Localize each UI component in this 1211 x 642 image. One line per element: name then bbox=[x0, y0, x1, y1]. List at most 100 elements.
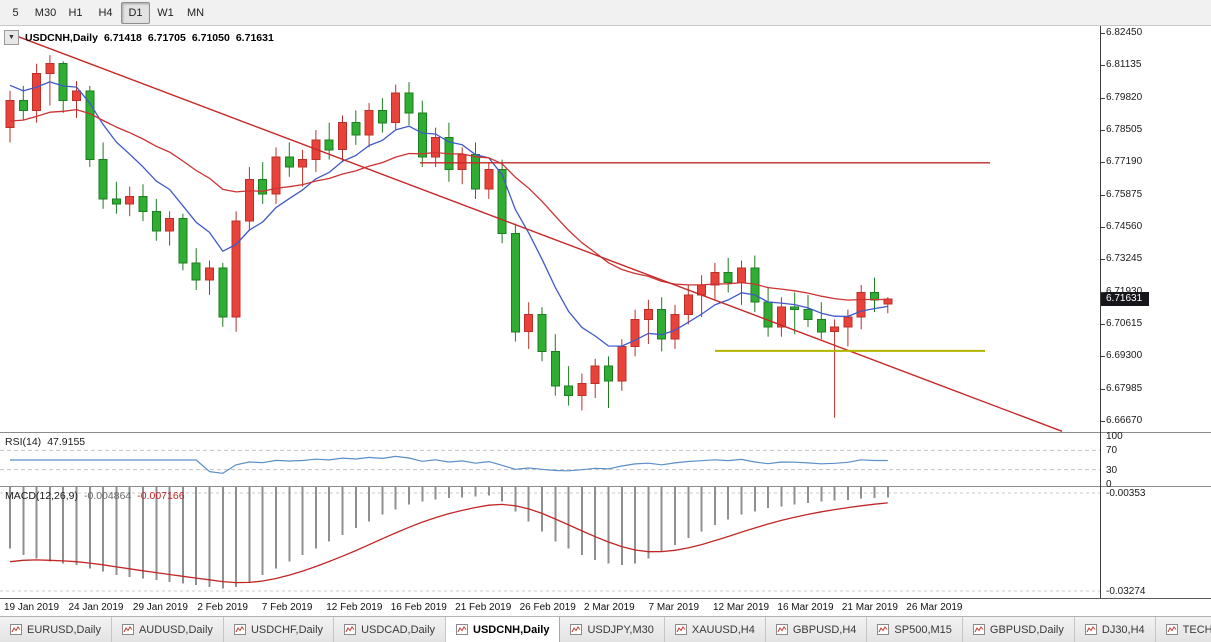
macd-label: MACD(12,26,9) -0.004864 -0.007166 bbox=[5, 490, 185, 502]
price-axis-tick bbox=[1101, 33, 1105, 34]
rsi-label: RSI(14) 47.9155 bbox=[5, 436, 85, 448]
chart-tab-icon bbox=[674, 624, 687, 635]
chart-tab-icon bbox=[456, 624, 469, 635]
chart-tab-sp500[interactable]: SP500,M15 bbox=[867, 617, 963, 642]
chart-tab-usdchf[interactable]: USDCHF,Daily bbox=[223, 617, 335, 642]
date-axis-label: 2 Feb 2019 bbox=[197, 602, 248, 613]
chart-tab-xauusd[interactable]: XAUUSD,H4 bbox=[664, 617, 766, 642]
chart-tab-tech100[interactable]: TECH100,H1 bbox=[1155, 617, 1211, 642]
price-axis-tick bbox=[1101, 97, 1105, 99]
price-axis-label: 6.78505 bbox=[1106, 124, 1143, 135]
chart-tab-eurusd[interactable]: EURUSD,Daily bbox=[0, 617, 112, 642]
price-axis-tick bbox=[1101, 324, 1105, 325]
axis-separator bbox=[1101, 432, 1211, 433]
price-axis-label: 6.66670 bbox=[1106, 415, 1143, 426]
main-price-chart[interactable] bbox=[0, 26, 1100, 432]
chart-tab-dj30[interactable]: DJ30,H4 bbox=[1074, 617, 1156, 642]
timeframe-button-d1[interactable]: D1 bbox=[121, 1, 150, 24]
chart-tab-icon bbox=[1084, 624, 1097, 635]
price-axis-label: 6.79820 bbox=[1106, 91, 1143, 103]
chart-tab-audusd[interactable]: AUDUSD,Daily bbox=[111, 617, 224, 642]
timeframe-toolbar: 5 M30 H1 H4 D1 W1 MN bbox=[0, 0, 1211, 26]
macd-main-value: -0.004864 bbox=[83, 490, 132, 502]
price-axis-label: 6.73245 bbox=[1106, 253, 1143, 265]
chart-tab-label: USDCNH,Daily bbox=[473, 623, 550, 636]
price-axis-label: 6.69300 bbox=[1106, 350, 1143, 362]
date-axis-label: 7 Feb 2019 bbox=[261, 602, 313, 613]
chart-tab-icon bbox=[1165, 624, 1178, 635]
chart-tab-icon bbox=[877, 624, 890, 635]
chart-tab-usdjpy[interactable]: USDJPY,M30 bbox=[560, 617, 665, 642]
date-axis-label: 16 Feb 2019 bbox=[390, 602, 447, 613]
chart-tab-icon bbox=[233, 624, 246, 635]
timeframe-button-w1[interactable]: W1 bbox=[157, 6, 174, 19]
chart-collapse-button[interactable]: ▼ bbox=[4, 30, 19, 45]
chart-tab-usdcad[interactable]: USDCAD,Daily bbox=[334, 617, 447, 642]
price-axis-label: 6.67985 bbox=[1106, 382, 1143, 394]
ohlc-open: 6.71418 bbox=[103, 31, 142, 44]
chart-tab-label: USDCAD,Daily bbox=[361, 623, 436, 636]
chart-tab-label: AUDUSD,Daily bbox=[138, 623, 213, 636]
macd-name: MACD(12,26,9) bbox=[5, 490, 78, 502]
timeframe-button-mn[interactable]: MN bbox=[186, 6, 205, 19]
date-axis-label: 7 Mar 2019 bbox=[648, 602, 700, 613]
rsi-level-label: 30 bbox=[1106, 464, 1118, 476]
current-price-badge: 6.71631 bbox=[1101, 292, 1150, 307]
price-axis-tick bbox=[1101, 388, 1105, 390]
chart-tab-label: SP500,M15 bbox=[894, 623, 952, 636]
ohlc-close: 6.71631 bbox=[235, 31, 274, 44]
axis-separator bbox=[1101, 486, 1211, 487]
date-axis-label: 12 Mar 2019 bbox=[712, 602, 770, 613]
price-axis-tick bbox=[1101, 291, 1105, 293]
date-axis[interactable]: 19 Jan 2019 24 Jan 2019 29 Jan 2019 2 Feb 2… bbox=[0, 598, 1211, 616]
price-axis-tick bbox=[1101, 227, 1105, 228]
chart-tab-label: USDJPY,M30 bbox=[587, 623, 654, 636]
macd-panel[interactable] bbox=[0, 487, 1100, 598]
date-axis-label: 21 Feb 2019 bbox=[455, 602, 512, 613]
price-axis-label: 6.74560 bbox=[1106, 221, 1143, 232]
chart-tab-gbpusd[interactable]: GBPUSD,H4 bbox=[765, 617, 868, 642]
date-axis-label: 21 Mar 2019 bbox=[841, 602, 898, 613]
chart-tab-label: GBPUSD,H4 bbox=[792, 623, 857, 636]
chart-tab-icon bbox=[121, 624, 134, 635]
chart-tab-icon bbox=[570, 624, 583, 635]
rsi-panel[interactable] bbox=[0, 433, 1100, 486]
price-axis-label: 6.77190 bbox=[1106, 156, 1143, 168]
timeframe-button-5[interactable]: 5 bbox=[12, 6, 19, 19]
price-axis-tick bbox=[1101, 65, 1105, 67]
chart-plot[interactable]: ▼ USDCNH,Daily 6.71418 6.71705 6.71050 6… bbox=[0, 26, 1100, 598]
chart-tab-bar: EURUSD,Daily AUDUSD,Daily USDCHF,Daily USDC… bbox=[0, 616, 1211, 642]
panel-separator[interactable] bbox=[0, 486, 1100, 487]
panel-separator[interactable] bbox=[0, 432, 1100, 433]
timeframe-button-h1[interactable]: H1 bbox=[68, 6, 83, 19]
rsi-value: 47.9155 bbox=[47, 436, 86, 448]
symbol-name: USDCNH,Daily bbox=[25, 31, 98, 44]
date-axis-label: 24 Jan 2019 bbox=[68, 602, 124, 613]
date-axis-label: 29 Jan 2019 bbox=[132, 602, 188, 613]
macd-signal-value: -0.007166 bbox=[137, 490, 185, 502]
price-axis[interactable]: 6.71631 6.82450 6.81135 6.79820 6.78505 6.77… bbox=[1100, 26, 1211, 598]
chart-tab-gbpusd[interactable]: GBPUSD,Daily bbox=[962, 617, 1075, 642]
timeframe-button-m30[interactable]: M30 bbox=[34, 6, 57, 19]
date-axis-label: 19 Jan 2019 bbox=[4, 602, 60, 613]
macd-axis-label: -0.00353 bbox=[1106, 488, 1146, 499]
date-axis-label: 16 Mar 2019 bbox=[777, 602, 834, 613]
price-axis-tick bbox=[1101, 130, 1105, 131]
ohlc-high: 6.71705 bbox=[147, 31, 186, 44]
price-axis-label: 6.70615 bbox=[1106, 318, 1143, 329]
rsi-level-label: 70 bbox=[1106, 445, 1118, 457]
price-axis-tick bbox=[1101, 194, 1105, 196]
timeframe-button-h4[interactable]: H4 bbox=[98, 6, 113, 19]
price-axis-label: 6.75875 bbox=[1106, 188, 1143, 200]
ohlc-low: 6.71050 bbox=[191, 31, 230, 44]
chart-area: ▼ USDCNH,Daily 6.71418 6.71705 6.71050 6… bbox=[0, 26, 1211, 598]
date-axis-label: 26 Feb 2019 bbox=[519, 602, 576, 613]
date-axis-label: 26 Mar 2019 bbox=[906, 602, 963, 613]
chart-tab-usdcnh[interactable]: USDCNH,Daily bbox=[446, 617, 561, 642]
chart-tab-label: USDCHF,Daily bbox=[250, 623, 324, 636]
chart-tab-icon bbox=[344, 624, 357, 635]
chart-tab-icon bbox=[775, 624, 788, 635]
price-axis-tick bbox=[1101, 356, 1105, 358]
rsi-name: RSI(14) bbox=[5, 436, 42, 448]
rsi-level-label: 0 bbox=[1106, 479, 1112, 490]
